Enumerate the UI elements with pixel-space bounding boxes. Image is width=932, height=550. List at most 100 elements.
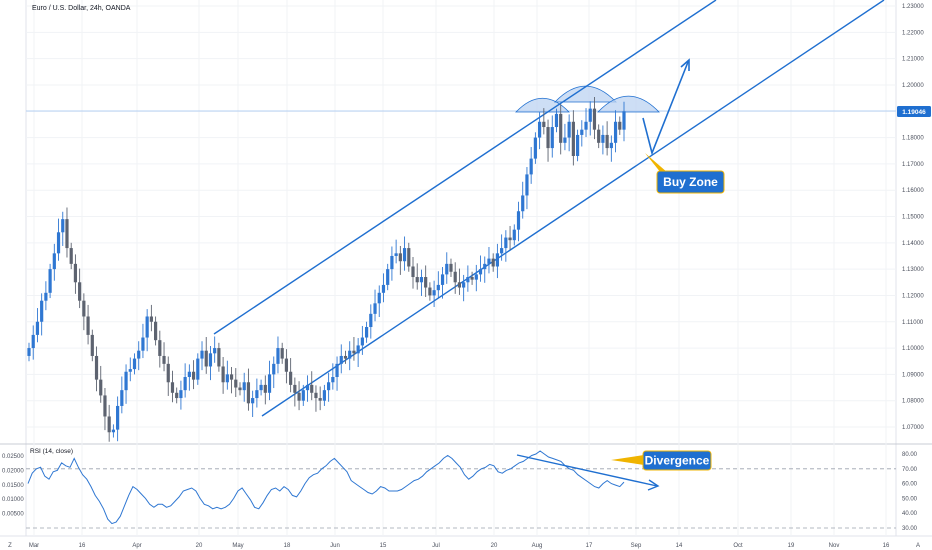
candle-body bbox=[86, 316, 90, 335]
price-tick-label: 1.08000 bbox=[902, 399, 924, 405]
candle-body bbox=[65, 219, 69, 249]
projection-path bbox=[642, 61, 689, 156]
candle-body bbox=[78, 282, 82, 301]
candle-body bbox=[533, 137, 537, 159]
candle-body bbox=[132, 358, 137, 370]
candle-body bbox=[622, 111, 626, 130]
candle-body bbox=[251, 398, 255, 404]
candle-body bbox=[272, 363, 276, 375]
candle-body bbox=[542, 121, 546, 128]
price-tick-label: 1.22000 bbox=[902, 30, 924, 36]
candle-body bbox=[289, 371, 293, 385]
current-price-label: 1.19046 bbox=[902, 109, 926, 116]
candle-body bbox=[369, 313, 373, 328]
candle-body bbox=[398, 253, 402, 262]
candle-body bbox=[462, 282, 466, 288]
time-tick-label: 19 bbox=[788, 543, 795, 549]
candle-body bbox=[208, 353, 213, 367]
candle-body bbox=[318, 398, 322, 401]
price-tick-label: 1.10000 bbox=[902, 346, 924, 352]
candle-body bbox=[242, 382, 246, 391]
current-price-tag: 1.19046 bbox=[897, 106, 931, 117]
candle-body bbox=[166, 363, 170, 383]
price-tick-label: 1.12000 bbox=[902, 293, 924, 299]
candle-body bbox=[386, 269, 390, 285]
channel-lower-line bbox=[261, 0, 885, 417]
candle-body bbox=[293, 384, 297, 393]
candle-body bbox=[213, 348, 217, 354]
candle-body bbox=[217, 348, 221, 367]
price-tick-label: 1.15000 bbox=[902, 215, 924, 221]
candle-body bbox=[267, 374, 272, 393]
candle-body bbox=[158, 340, 162, 356]
divergence-callout[interactable]: Divergence bbox=[611, 450, 712, 471]
candle-body bbox=[487, 258, 491, 264]
candle-body bbox=[183, 377, 187, 391]
candle-body bbox=[310, 384, 314, 393]
candle-body bbox=[82, 300, 86, 317]
candle-body bbox=[445, 263, 449, 275]
price-tick-label: 1.16000 bbox=[902, 188, 924, 194]
candle-body bbox=[500, 248, 504, 254]
candle-body bbox=[225, 374, 229, 383]
candle-body bbox=[31, 334, 35, 349]
rsi-right-tick-label: 60.00 bbox=[902, 482, 918, 488]
candle-body bbox=[99, 379, 103, 396]
candle-body bbox=[40, 300, 44, 322]
candle-body bbox=[512, 229, 516, 241]
candle-body bbox=[120, 390, 124, 406]
divergence-arrowhead bbox=[647, 479, 660, 491]
candle-body bbox=[94, 355, 99, 380]
candle-body bbox=[516, 211, 521, 230]
time-tick-label: 16 bbox=[883, 543, 890, 549]
candle-body bbox=[141, 337, 145, 351]
rsi-left-tick-label: 0.02500 bbox=[2, 454, 24, 460]
candle-body bbox=[175, 392, 179, 399]
time-tick-label: Nov bbox=[829, 543, 840, 549]
rsi-label: RSI (14, close) bbox=[30, 448, 73, 455]
candle-body bbox=[301, 390, 305, 401]
candle-body bbox=[179, 390, 183, 399]
candle-body bbox=[390, 255, 394, 270]
corner-right-label: A bbox=[916, 543, 920, 549]
candle-body bbox=[377, 292, 381, 304]
candle-body bbox=[381, 284, 386, 293]
candle-body bbox=[580, 129, 584, 135]
time-tick-label: 16 bbox=[79, 543, 86, 549]
left-axis-area bbox=[0, 0, 26, 550]
candle-body bbox=[348, 350, 352, 359]
candle-body bbox=[563, 137, 567, 143]
price-tick-label: 1.21000 bbox=[902, 57, 924, 63]
rsi-line bbox=[27, 450, 625, 525]
candle-body bbox=[116, 405, 120, 430]
candle-body bbox=[449, 263, 453, 272]
candle-body bbox=[276, 348, 280, 364]
candle-body bbox=[56, 232, 61, 254]
price-tick-label: 1.11000 bbox=[902, 320, 924, 326]
time-tick-label: Aug bbox=[532, 543, 543, 549]
candle-body bbox=[432, 290, 436, 296]
candle-body bbox=[103, 395, 107, 417]
candle-body bbox=[483, 263, 487, 270]
candle-body bbox=[27, 348, 31, 356]
candle-body bbox=[618, 121, 622, 130]
candle-body bbox=[538, 121, 542, 138]
buy-zone-callout[interactable]: Buy Zone bbox=[645, 153, 725, 194]
divergence-label: Divergence bbox=[645, 454, 710, 468]
candle-body bbox=[90, 334, 94, 356]
candle-body bbox=[305, 384, 310, 391]
candle-body bbox=[419, 277, 424, 283]
candle-body bbox=[356, 345, 360, 354]
price-tick-label: 1.13000 bbox=[902, 267, 924, 273]
rsi-pane: 80.00 70.00 60.00 50.00 40.00 30.00 0.02500 0.0… bbox=[2, 450, 918, 532]
candle-body bbox=[567, 121, 571, 138]
buy-zone-label: Buy Zone bbox=[663, 175, 718, 189]
price-tick-label: 1.14000 bbox=[902, 241, 924, 247]
candle-body bbox=[466, 277, 470, 283]
candle-body bbox=[335, 363, 339, 378]
candle-body bbox=[149, 316, 153, 322]
candle-body bbox=[601, 134, 605, 143]
candle-body bbox=[571, 121, 575, 156]
